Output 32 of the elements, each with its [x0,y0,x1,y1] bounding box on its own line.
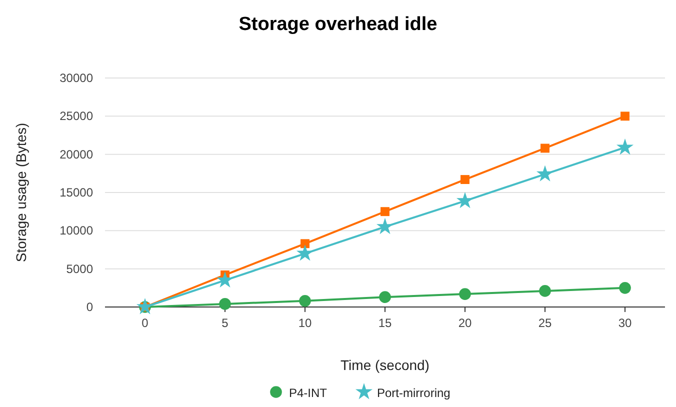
x-tick-label: 0 [142,316,149,330]
y-tick-label: 20000 [60,147,94,162]
chart-title: Storage overhead idle [238,14,438,35]
x-tick-label: 15 [378,316,392,330]
y-axis-title: Storage usage (Bytes) [13,122,29,262]
x-axis-title: Time (second) [340,357,430,373]
point [380,207,390,216]
y-tick-label: 0 [86,300,94,314]
x-tick-label: 25 [538,316,552,330]
point [540,144,550,153]
point [616,138,634,155]
legend-label: P4-INT [289,386,328,400]
point [379,291,391,303]
y-tick-label: 25000 [60,109,94,124]
point [300,239,310,248]
point [299,294,311,307]
x-tick-label: 20 [458,316,472,330]
point [539,285,551,297]
point [459,288,471,300]
point [219,298,231,310]
y-tick-label: 30000 [60,71,94,85]
x-tick-label: 10 [298,316,312,330]
y-tick-label: 5000 [66,262,94,276]
y-tick-label: 15000 [60,186,94,200]
x-tick-label: 5 [222,316,229,330]
x-tick-label: 30 [618,316,632,330]
point [296,244,314,261]
y-tick-label: 10000 [60,224,94,238]
legend-label: Port-mirroring [377,386,450,400]
point [460,175,470,184]
point [619,282,631,294]
point [620,112,630,121]
